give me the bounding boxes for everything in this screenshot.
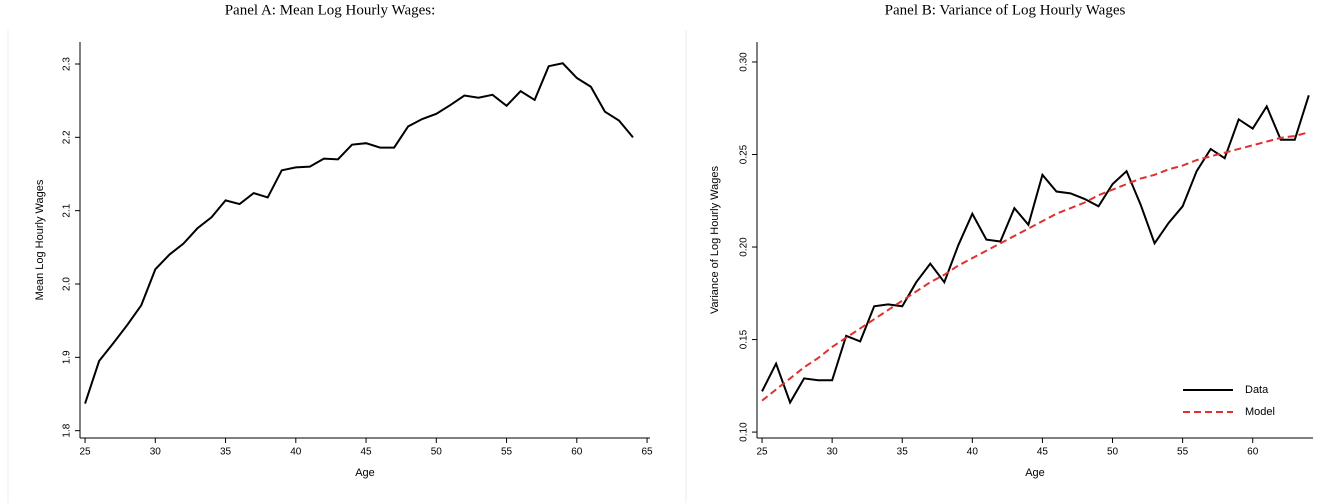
x-tick-label: 40 [290, 447, 302, 458]
y-tick-label: 2.3 [62, 57, 73, 71]
x-tick-label: 35 [220, 447, 232, 458]
y-tick-label: 2.0 [62, 277, 73, 291]
y-axis-title: Mean Log Hourly Wages [34, 179, 46, 300]
x-tick-label: 50 [1107, 447, 1119, 458]
y-axis-title: Variance of Log Hourly Wages [709, 166, 721, 314]
x-tick-label: 25 [756, 447, 768, 458]
x-tick-label: 40 [967, 447, 979, 458]
legend-label: Data [1245, 384, 1269, 396]
x-tick-label: 30 [150, 447, 162, 458]
x-tick-label: 60 [571, 447, 583, 458]
y-tick-label: 0.20 [739, 237, 750, 257]
x-tick-label: 35 [897, 447, 909, 458]
x-tick-label: 55 [501, 447, 513, 458]
x-tick-label: 25 [79, 447, 91, 458]
legend-label: Model [1245, 406, 1275, 418]
y-tick-label: 0.30 [739, 52, 750, 72]
y-tick-label: 0.25 [739, 144, 750, 164]
x-tick-label: 60 [1247, 447, 1259, 458]
chart-title: Panel A: Mean Log Hourly Wages: [225, 2, 436, 18]
x-tick-label: 65 [641, 447, 653, 458]
x-axis-title: Age [1025, 467, 1045, 479]
x-tick-label: 55 [1177, 447, 1189, 458]
x-axis-title: Age [355, 467, 375, 479]
y-tick-label: 2.2 [62, 130, 73, 144]
y-tick-label: 1.8 [62, 423, 73, 437]
chart-title: Panel B: Variance of Log Hourly Wages [885, 2, 1126, 18]
y-tick-label: 2.1 [62, 203, 73, 217]
y-tick-label: 0.15 [739, 329, 750, 349]
x-tick-label: 30 [827, 447, 839, 458]
x-tick-label: 45 [360, 447, 372, 458]
y-tick-label: 1.9 [62, 350, 73, 364]
x-tick-label: 50 [431, 447, 443, 458]
data-line [84, 62, 634, 404]
data-line [761, 131, 1310, 402]
y-tick-label: 0.10 [739, 422, 750, 442]
x-tick-label: 45 [1037, 447, 1049, 458]
